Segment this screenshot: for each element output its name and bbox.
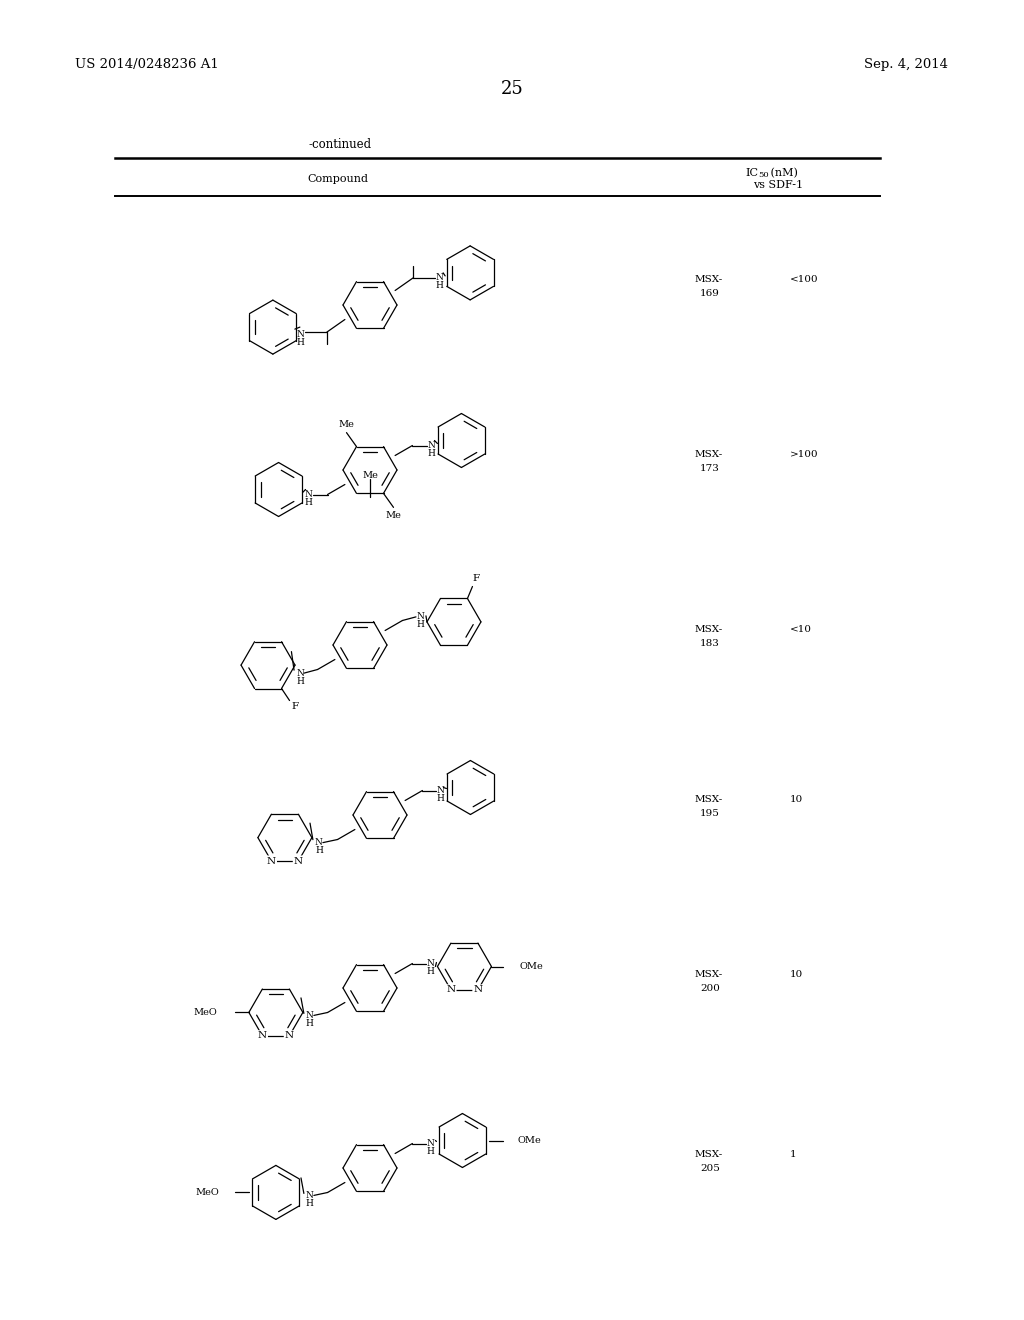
Text: N: N (446, 986, 456, 994)
Text: N: N (427, 1139, 434, 1148)
Text: N: N (258, 1031, 267, 1040)
Text: 173: 173 (700, 465, 720, 473)
Text: MSX-: MSX- (695, 450, 723, 459)
Text: H: H (297, 338, 305, 347)
Text: H: H (306, 1019, 313, 1028)
Text: 169: 169 (700, 289, 720, 298)
Text: Me: Me (339, 420, 354, 429)
Text: N: N (297, 330, 305, 339)
Text: 10: 10 (790, 970, 803, 979)
Text: >100: >100 (790, 450, 818, 459)
Text: N: N (436, 785, 444, 795)
Text: H: H (315, 846, 323, 855)
Text: MSX-: MSX- (695, 970, 723, 979)
Text: H: H (306, 1199, 313, 1208)
Text: F: F (472, 574, 479, 583)
Text: (nM): (nM) (767, 168, 798, 178)
Text: <100: <100 (790, 275, 818, 284)
Text: N: N (315, 838, 323, 847)
Text: 1: 1 (790, 1150, 797, 1159)
Text: MSX-: MSX- (695, 1150, 723, 1159)
Text: MSX-: MSX- (695, 795, 723, 804)
Text: 25: 25 (501, 81, 523, 98)
Text: H: H (296, 677, 304, 685)
Text: Compound: Compound (307, 174, 369, 183)
Text: <10: <10 (790, 624, 812, 634)
Text: 205: 205 (700, 1164, 720, 1173)
Text: N: N (306, 1191, 313, 1200)
Text: N: N (473, 986, 482, 994)
Text: 200: 200 (700, 983, 720, 993)
Text: N: N (435, 273, 443, 282)
Text: H: H (436, 795, 444, 803)
Text: OMe: OMe (519, 962, 543, 972)
Text: N: N (285, 1031, 294, 1040)
Text: F: F (292, 702, 299, 711)
Text: N: N (267, 857, 275, 866)
Text: N: N (296, 669, 304, 677)
Text: MeO: MeO (194, 1008, 217, 1016)
Text: Me: Me (362, 471, 378, 480)
Text: 10: 10 (790, 795, 803, 804)
Text: Sep. 4, 2014: Sep. 4, 2014 (864, 58, 948, 71)
Text: H: H (427, 1147, 434, 1156)
Text: H: H (427, 968, 434, 975)
Text: 50: 50 (758, 172, 769, 180)
Text: N: N (306, 1011, 313, 1020)
Text: 183: 183 (700, 639, 720, 648)
Text: OMe: OMe (517, 1137, 542, 1144)
Text: US 2014/0248236 A1: US 2014/0248236 A1 (75, 58, 219, 71)
Text: H: H (435, 281, 443, 290)
Text: N: N (427, 960, 434, 968)
Text: -continued: -continued (308, 139, 372, 150)
Text: H: H (427, 449, 435, 458)
Text: N: N (416, 612, 424, 622)
Text: MSX-: MSX- (695, 275, 723, 284)
Text: IC: IC (745, 168, 758, 178)
Text: N: N (304, 490, 312, 499)
Text: H: H (304, 498, 312, 507)
Text: vs SDF-1: vs SDF-1 (753, 180, 803, 190)
Text: N: N (294, 857, 303, 866)
Text: 195: 195 (700, 809, 720, 818)
Text: MeO: MeO (196, 1188, 219, 1197)
Text: Me: Me (386, 511, 401, 520)
Text: H: H (416, 620, 424, 630)
Text: MSX-: MSX- (695, 624, 723, 634)
Text: N: N (427, 441, 435, 450)
